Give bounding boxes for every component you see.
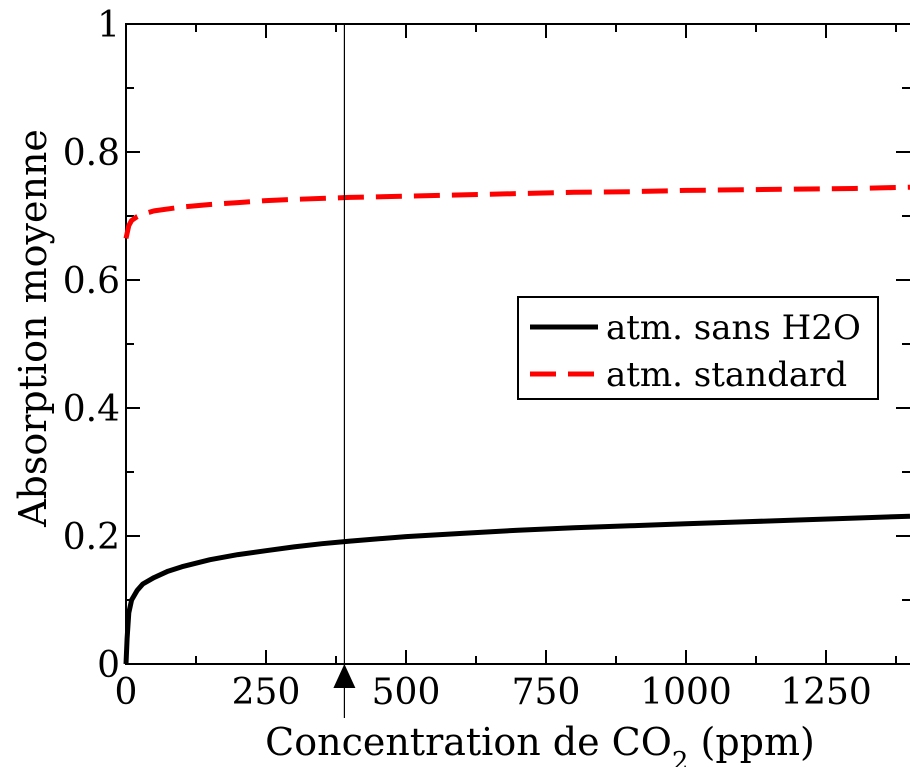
legend: atm. sans H2O atm. standard [517,296,879,400]
series-line-sans-h2o [123,513,910,665]
series-lines [123,184,910,665]
concentration-marker [333,24,356,718]
x-tick-label: 0 [115,672,138,713]
x-axis-label-subscript: 2 [672,747,689,767]
x-axis-label-units: (ppm) [688,720,814,764]
x-tick-label: 1250 [780,672,872,713]
y-tick-label: 0.4 [63,389,120,430]
y-tick-label: 0.2 [63,517,120,558]
y-tick-label: 0 [97,645,120,686]
series-line-standard [123,184,910,239]
x-tick-label: 500 [372,672,441,713]
x-tick-label: 1000 [640,672,732,713]
x-tick-label: 250 [232,672,301,713]
y-tick-label: 0.6 [63,261,120,302]
marker-arrow [333,664,356,688]
x-axis-label-main: Concentration de CO [265,720,672,764]
x-tick-label: 750 [512,672,581,713]
tick-labels: 0 250 500 750 1000 1250 0 0.2 0.4 0.6 0.8 1 [63,5,872,713]
legend-box [517,296,879,400]
y-tick-label: 1 [97,5,120,46]
y-tick-label: 0.8 [63,133,120,174]
legend-label-sans-h2o: atm. sans H2O [606,308,861,348]
x-axis-label: Concentration de CO2 (ppm) [265,720,815,767]
y-axis-label: Absorption moyenne [11,129,55,528]
legend-label-standard: atm. standard [606,355,847,395]
